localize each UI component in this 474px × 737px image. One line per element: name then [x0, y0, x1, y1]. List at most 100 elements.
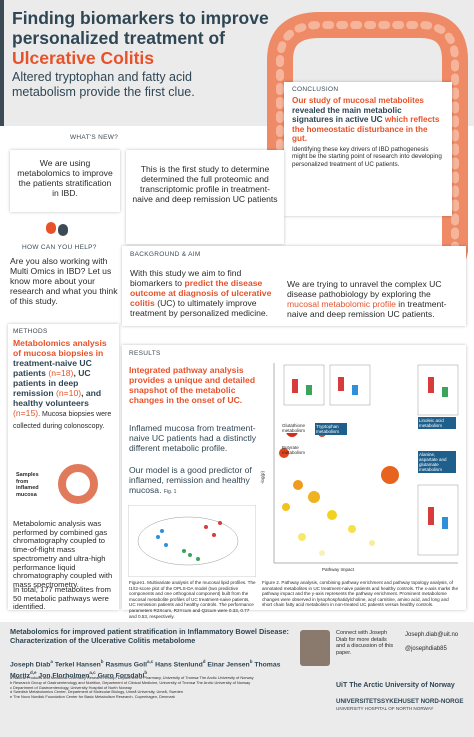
author-name: Rasmus Goll	[105, 661, 147, 669]
whats-new-box: We are using metabolomics to improve the…	[10, 150, 120, 212]
figure-caption: Figure1. Multivariate analysis of the mu…	[129, 580, 256, 619]
score-point	[204, 525, 208, 529]
results-highlight: Integrated pathway analysis provides a u…	[129, 365, 256, 405]
methods-n: (n=10)	[56, 388, 82, 398]
twitter[interactable]: @josephdiab85	[405, 646, 447, 652]
inset-box	[442, 517, 448, 529]
inset-boxplot	[283, 364, 325, 406]
methods-text: Metabolomic analysis was performed by co…	[13, 519, 113, 589]
unn-logo-en: UNIVERSITY HOSPITAL OF NORTH NORWAY	[336, 706, 434, 711]
methods-highlight: Metabolomics analysis of mucosa biopsies…	[13, 338, 107, 358]
conclusion-highlight: which reflects the homeostatic disturban…	[292, 115, 440, 144]
affiliation: d Swedish Metabolomics Center, Departmen…	[10, 689, 184, 695]
title-highlight: Ulcerative Colitis	[12, 48, 154, 68]
colon-haustra	[276, 21, 459, 292]
footer-title: Metabolomics for improved patient strati…	[10, 627, 289, 645]
pathway-bubble	[282, 503, 290, 511]
author-name: Jon Florholmen	[38, 672, 90, 680]
confidence-ellipse	[137, 516, 239, 566]
section-heading: RESULTS	[129, 350, 161, 357]
author-name: Terkel Hansen	[54, 661, 101, 669]
author-name: Einar Jensen	[207, 661, 250, 669]
inset-box	[292, 379, 298, 393]
methods-text: . Mucosa biopsies were collected during …	[13, 411, 112, 430]
background-text: We are trying to unravel the complex UC …	[287, 279, 442, 299]
uit-logo: UiT The Arctic University of Norway	[336, 682, 455, 689]
unn-logo: UNIVERSITETSSYKEHUSET NORD-NORGE	[336, 698, 464, 705]
conclusion-box: CONCLUSION Our study of mucosal metaboli…	[284, 82, 452, 216]
pathway-label: Tryptophan metabolism	[315, 423, 347, 435]
footer-band	[0, 622, 474, 737]
help-text: Are you also working with Multi Omics in…	[10, 256, 118, 306]
chat-icon	[46, 222, 56, 234]
author-name: Hans Stenlund	[155, 661, 203, 669]
figure-1-plot	[128, 505, 256, 577]
inset-box	[442, 387, 448, 397]
methods-group: , and healthy volunteers	[13, 388, 102, 408]
section-heading: CONCLUSION	[292, 86, 339, 93]
background-text: (UC) to ultimately improve treatment by …	[130, 298, 269, 318]
pathway-bubble	[308, 491, 320, 503]
affiliation: c Department of Gastroenterology, Univer…	[10, 684, 132, 690]
methods-n: (n=15)	[13, 408, 39, 418]
author-photo	[300, 630, 330, 666]
score-point	[212, 533, 216, 537]
figure-reference: Fig. 1	[163, 489, 177, 495]
pathway-bubble	[369, 540, 375, 546]
email[interactable]: Joseph.diab@uit.no	[405, 632, 459, 638]
affiliation: a Natural Products and Medicinal Chemist…	[10, 675, 254, 680]
score-point	[218, 521, 222, 525]
pathway-label: Glutathione metabolism	[282, 423, 322, 433]
affiliation: e The Novo Nordisk Foundation Center for…	[10, 694, 175, 700]
score-point	[182, 549, 186, 553]
section-heading: BACKGROUND & AIM	[130, 251, 201, 258]
figure-2-plot	[273, 363, 459, 564]
inset-box	[428, 507, 434, 525]
conclusion-body: Identifying these key drivers of IBD pat…	[292, 145, 442, 168]
results-text: Our model is a good predictor of inflame…	[129, 465, 252, 495]
inset-box	[306, 385, 312, 395]
author-affiliation: a,c	[147, 659, 154, 664]
author-name: Thomas Moritz	[10, 661, 281, 680]
axis-label: -log(p)	[260, 470, 266, 485]
axis-label: Pathway Impact	[322, 567, 355, 572]
whats-new-text: We are using metabolomics to improve the…	[17, 158, 113, 198]
contact-text: Connect with Joseph Diab for more detail…	[336, 630, 394, 656]
results-box: RESULTS Integrated pathway analysis prov…	[122, 345, 466, 619]
background-highlight: mucosal metabolomic profile	[287, 299, 396, 309]
author-affiliation: b	[144, 670, 148, 676]
methods-box: METHODS Metabolomics analysis of mucosa …	[8, 324, 119, 611]
background-text: in treatment-naive and deep remission UC…	[287, 299, 447, 319]
pathway-bubble	[319, 550, 325, 556]
score-point	[156, 535, 160, 539]
author-affiliation: b	[100, 659, 104, 664]
figure-caption: Figure 2. Pathway analysis, combining pa…	[262, 580, 459, 608]
score-point	[188, 553, 192, 557]
background-highlight: predict the disease outcome at diagnosis…	[130, 278, 272, 308]
pathway-bubble	[327, 510, 337, 520]
title-line: Finding biomarkers to improve	[12, 8, 269, 28]
pathway-bubble	[279, 448, 289, 458]
methods-n: (n=18)	[48, 368, 74, 378]
section-heading: METHODS	[13, 328, 48, 335]
pathway-label: Alanine, aspartate and glutamate metabol…	[418, 451, 456, 473]
methods-group: treatment-naive UC patients	[13, 358, 92, 378]
results-text: Inflamed mucosa from treatment-naive UC …	[129, 423, 257, 453]
pathway-bubble	[293, 480, 303, 490]
inset-box	[352, 385, 358, 395]
inset-boxplot	[417, 484, 459, 556]
chat-icon	[58, 224, 68, 236]
pathway-label: Butyrate metabolism	[282, 445, 306, 455]
inset-boxplot	[417, 364, 459, 416]
pathway-bubble	[298, 533, 306, 541]
conclusion-text: revealed the main metabolic signatures i…	[292, 105, 402, 125]
author-affiliation: d,e	[30, 670, 37, 676]
author-affiliation: a,c	[89, 670, 96, 676]
authors: Joseph Diaba Terkel Hansenb Rasmus Golla…	[10, 658, 300, 681]
inset-box	[338, 377, 344, 391]
title: Finding biomarkers to improve personaliz…	[12, 8, 269, 68]
background-box: BACKGROUND & AIM With this study we aim …	[122, 246, 466, 326]
methods-group: , UC patients in deep remission	[13, 368, 91, 398]
plot-frame	[128, 505, 256, 577]
whats-new-box: This is the first study to determine det…	[126, 150, 284, 244]
